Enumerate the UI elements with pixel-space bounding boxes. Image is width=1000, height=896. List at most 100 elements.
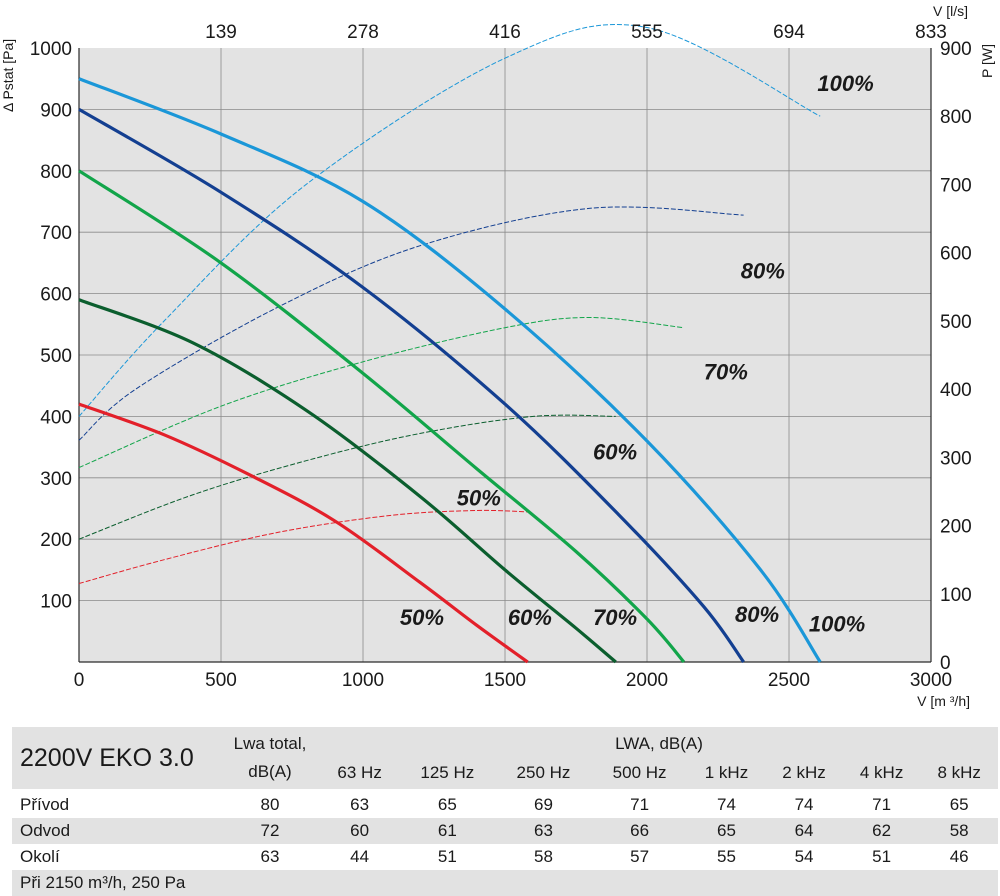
row-value: 63 [350, 795, 370, 814]
y-axis-label: Δ Pstat [Pa] [0, 39, 16, 112]
band-header: 250 Hz [495, 761, 592, 789]
y2-tick-label: 400 [940, 380, 972, 401]
row-value: 71 [872, 795, 892, 814]
y2-tick-label: 100 [940, 585, 972, 606]
y-tick-label: 400 [40, 407, 72, 428]
y2-tick-label: 600 [940, 244, 972, 265]
model-name: 2200V EKO 3.0 [12, 727, 220, 789]
curve-label: 100% [809, 611, 865, 636]
curve-label: 60% [593, 439, 637, 464]
curve-label: 60% [508, 605, 552, 630]
lwa-band-header: LWA, dB(A) [320, 727, 998, 761]
x2-tick-label: 555 [631, 22, 663, 43]
row-label: Přívod [20, 795, 70, 814]
fan-performance-chart: 50% 60% 70% 80% 100% 50% 60% 70% 80% 100% 0 500 100… [0, 3, 995, 709]
row-value: 55 [717, 847, 736, 866]
y-tick-label: 200 [40, 530, 72, 551]
pressure-curve-80pct [78, 108, 745, 663]
y2-tick-label: 0 [940, 653, 951, 674]
power-curve-80pct [78, 206, 744, 441]
x-tick-label: 2000 [626, 670, 668, 691]
row-value: 65 [687, 818, 766, 844]
row-value: 51 [437, 847, 457, 866]
y-tick-label: 1000 [30, 39, 72, 60]
pressure-curve-70pct [78, 169, 686, 664]
table-header-row-1: 2200V EKO 3.0 Lwa total, LWA, dB(A) [12, 727, 998, 789]
power-curve-100pct [78, 24, 821, 417]
row-value: 46 [949, 847, 969, 866]
x-tick-label: 0 [74, 670, 85, 691]
curve-label: 100% [817, 71, 873, 96]
row-value: 65 [949, 795, 969, 814]
row-value: 60 [320, 818, 400, 844]
tick-labels: 0 500 1000 1500 2000 2500 30001002003004005006… [30, 22, 972, 691]
row-value: 69 [534, 795, 553, 814]
curve-label: 80% [741, 258, 785, 283]
lwa-total-header-line2: dB(A) [220, 761, 320, 789]
y-tick-label: 900 [40, 100, 72, 121]
row-total: 63 [260, 847, 280, 866]
row-value: 66 [591, 818, 688, 844]
y2-tick-label: 700 [940, 175, 972, 196]
curve-label: 70% [704, 360, 748, 385]
x2-tick-label: 416 [489, 22, 521, 43]
table-row: Odvod 72 60 61 63 66 65 64 62 58 [12, 818, 998, 844]
row-value: 54 [794, 847, 814, 866]
row-label: Odvod [12, 818, 220, 844]
row-value: 62 [842, 818, 921, 844]
x-tick-label: 2500 [768, 670, 810, 691]
curve-label: 50% [457, 485, 501, 510]
band-header: 8 kHz [920, 761, 998, 789]
curve-label: 70% [593, 605, 637, 630]
x-axis-label: V [m ³/h] [917, 693, 970, 709]
table-header-row-2: dB(A) 63 Hz 125 Hz 250 Hz 500 Hz 1 kHz 2 kHz 4… [12, 761, 998, 789]
row-value: 58 [534, 847, 553, 866]
y2-tick-label: 200 [940, 517, 972, 538]
grid [78, 48, 932, 663]
curve-label: 50% [400, 605, 444, 630]
power-curve-50pct [78, 509, 528, 584]
x-tick-label: 1500 [484, 670, 526, 691]
y2-tick-label: 500 [940, 312, 972, 333]
y-tick-label: 500 [40, 346, 72, 367]
row-value: 74 [794, 795, 814, 814]
x2-axis-label: V [l/s] [933, 3, 968, 19]
table-row: Přívod 80 63 65 69 71 74 74 71 65 [12, 792, 998, 818]
row-value: 71 [630, 795, 650, 814]
row-value: 65 [437, 795, 457, 814]
power-curves [78, 24, 821, 584]
x-tick-label: 1000 [342, 670, 384, 691]
y2-axis-label: P [W] [979, 44, 995, 78]
pressure-curve-100pct [78, 77, 822, 663]
row-total: 80 [260, 795, 280, 814]
y-tick-label: 100 [40, 592, 72, 613]
sound-power-table: 2200V EKO 3.0 Lwa total, LWA, dB(A) dB(A… [12, 727, 998, 896]
y2-tick-label: 900 [940, 39, 972, 60]
row-value: 51 [872, 847, 892, 866]
band-header: 4 kHz [842, 761, 921, 789]
curve-label: 80% [735, 602, 779, 627]
band-header: 63 Hz [320, 761, 400, 789]
table-row: Okolí 63 44 51 58 57 55 54 51 46 [12, 844, 998, 870]
table-footnote-row: Při 2150 m³/h, 250 Pa [12, 870, 998, 896]
band-header: 125 Hz [399, 761, 496, 789]
row-value: 44 [350, 847, 370, 866]
band-header: 2 kHz [765, 761, 843, 789]
x2-tick-label: 278 [347, 22, 379, 43]
y2-tick-label: 800 [940, 107, 972, 128]
y2-tick-label: 300 [940, 448, 972, 469]
row-value: 64 [765, 818, 843, 844]
row-value: 63 [495, 818, 592, 844]
pressure-curves [78, 77, 822, 664]
y-tick-label: 600 [40, 285, 72, 306]
x2-tick-label: 694 [773, 22, 805, 43]
x2-tick-label: 833 [915, 22, 947, 43]
lwa-total-header-line1: Lwa total, [220, 727, 320, 761]
power-curve-70pct [78, 316, 684, 469]
row-value: 57 [630, 847, 650, 866]
row-total: 72 [220, 818, 320, 844]
pressure-curve-50pct [78, 402, 529, 664]
row-value: 58 [920, 818, 998, 844]
y-tick-label: 800 [40, 162, 72, 183]
table-body: Přívod 80 63 65 69 71 74 74 71 65 Odvod 72 60 61 63 66 6… [12, 792, 998, 870]
